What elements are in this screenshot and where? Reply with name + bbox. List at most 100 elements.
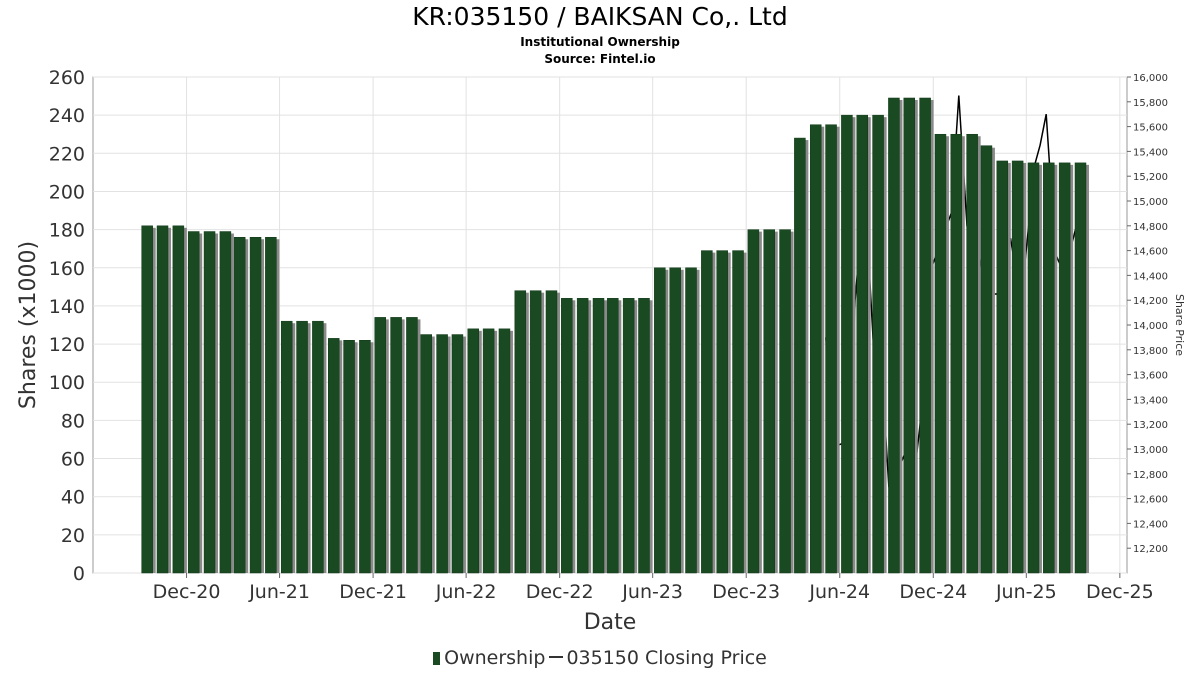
chart-legend: Ownership 035150 Closing Price xyxy=(0,647,1200,669)
ownership-bar xyxy=(732,250,744,574)
bar-layer xyxy=(141,97,1089,574)
ownership-bar xyxy=(420,334,433,574)
x-tick-label: Dec-24 xyxy=(899,581,967,603)
ownership-bar xyxy=(482,328,495,574)
ownership-bar xyxy=(467,328,480,574)
ownership-bar xyxy=(996,160,1009,574)
ownership-bar xyxy=(716,250,728,574)
y2-tick-label: 14,200 xyxy=(1133,296,1168,307)
y-tick-label: 140 xyxy=(49,296,85,318)
chart-source: Source: Fintel.io xyxy=(544,52,656,66)
y-tick-label: 220 xyxy=(49,143,85,165)
x-tick-label: Jun-25 xyxy=(995,581,1057,603)
x-tick-label: Dec-23 xyxy=(712,581,780,603)
ownership-bar xyxy=(638,298,650,574)
ownership-bar xyxy=(312,320,324,574)
x-tick-label: Dec-25 xyxy=(1086,581,1154,603)
y2-tick-label: 12,400 xyxy=(1133,519,1168,530)
x-tick-label: Dec-21 xyxy=(339,581,407,603)
y-tick-label: 0 xyxy=(73,563,85,585)
ownership-bar xyxy=(498,328,511,574)
ownership-bar xyxy=(779,229,791,574)
ownership-bar xyxy=(919,97,931,574)
ownership-bar xyxy=(794,137,806,574)
price-legend-label: 035150 Closing Price xyxy=(566,647,767,669)
x-tick-label: Jun-22 xyxy=(435,581,497,603)
ownership-bar xyxy=(669,267,681,574)
y2-tick-label: 14,600 xyxy=(1133,247,1168,258)
ownership-bar xyxy=(343,340,355,574)
y2-tick-label: 12,800 xyxy=(1133,470,1168,481)
ownership-bar xyxy=(1074,162,1087,574)
y2-tick-label: 14,800 xyxy=(1133,222,1168,233)
y2-tick-label: 16,000 xyxy=(1133,73,1168,84)
ownership-bar xyxy=(701,250,713,574)
axis-layer: 0 20 40 60 80 100 120 140 160 180 200 220 240 260 Dec-… xyxy=(49,67,1168,603)
ownership-bar xyxy=(825,124,837,574)
ownership-bar xyxy=(436,334,448,574)
ownership-bar xyxy=(249,236,262,574)
ownership-bar xyxy=(374,317,387,574)
y-tick-label: 160 xyxy=(49,258,85,280)
ownership-bar xyxy=(187,231,200,574)
ownership-bar xyxy=(888,97,900,574)
ownership-bar xyxy=(1043,162,1055,574)
y-tick-label: 60 xyxy=(61,449,85,471)
y2-tick-label: 15,800 xyxy=(1133,98,1168,109)
y2-tick-label: 15,400 xyxy=(1133,147,1168,158)
ownership-bar xyxy=(203,231,216,574)
ownership-bar xyxy=(841,114,853,574)
ownership-bar xyxy=(1027,162,1040,574)
ownership-bar xyxy=(903,97,916,574)
y-tick-label: 120 xyxy=(49,334,85,356)
x-axis-label: Date xyxy=(584,610,637,635)
ownership-legend-label: Ownership xyxy=(444,647,546,669)
y-tick-label: 260 xyxy=(49,67,85,89)
ownership-bar xyxy=(406,317,418,574)
y2-tick-label: 12,600 xyxy=(1133,495,1168,506)
ownership-bar xyxy=(654,267,666,574)
x-tick-label: Dec-20 xyxy=(153,581,221,603)
ownership-bar xyxy=(156,225,169,574)
y2-tick-label: 15,600 xyxy=(1133,123,1168,134)
ownership-bar xyxy=(856,114,868,574)
ownership-bar xyxy=(966,133,978,574)
y-tick-label: 80 xyxy=(61,410,85,432)
chart-subtitle: Institutional Ownership xyxy=(520,35,680,49)
y2-tick-label: 13,800 xyxy=(1133,346,1168,357)
y2-tick-label: 15,200 xyxy=(1133,172,1168,183)
ownership-bar xyxy=(390,317,402,574)
ownership-bar xyxy=(592,298,605,574)
ownership-bar xyxy=(685,267,697,574)
x-tick-label: Jun-23 xyxy=(621,581,683,603)
ownership-bar xyxy=(622,298,635,574)
ownership-bar xyxy=(280,320,293,574)
y-tick-label: 40 xyxy=(61,487,85,509)
y-axis-label: Shares (x1000) xyxy=(16,241,41,409)
ownership-bar xyxy=(809,124,822,574)
ownership-bar xyxy=(1011,160,1024,574)
ownership-bar xyxy=(747,229,760,574)
chart-title: KR:035150 / BAIKSAN Co,. Ltd xyxy=(412,2,788,31)
y-tick-label: 100 xyxy=(49,372,85,394)
ownership-bar xyxy=(529,290,542,574)
ownership-bar xyxy=(561,298,573,574)
y2-tick-label: 13,400 xyxy=(1133,395,1168,406)
y2-tick-label: 14,400 xyxy=(1133,271,1168,282)
price-legend-line xyxy=(549,656,564,658)
ownership-bar xyxy=(359,340,371,574)
y-tick-label: 240 xyxy=(49,105,85,127)
y-tick-label: 200 xyxy=(49,181,85,203)
y2-tick-label: 14,000 xyxy=(1133,321,1168,332)
ownership-bar xyxy=(545,290,558,574)
ownership-bar xyxy=(514,290,527,574)
y-tick-label: 180 xyxy=(49,220,85,242)
ownership-bar xyxy=(219,231,232,574)
ownership-bar xyxy=(327,338,340,574)
ownership-bar xyxy=(607,298,619,574)
ownership-bar xyxy=(763,229,775,574)
y2-tick-label: 13,000 xyxy=(1133,445,1168,456)
y2-tick-label: 13,600 xyxy=(1133,371,1168,382)
x-tick-label: Jun-24 xyxy=(808,581,870,603)
